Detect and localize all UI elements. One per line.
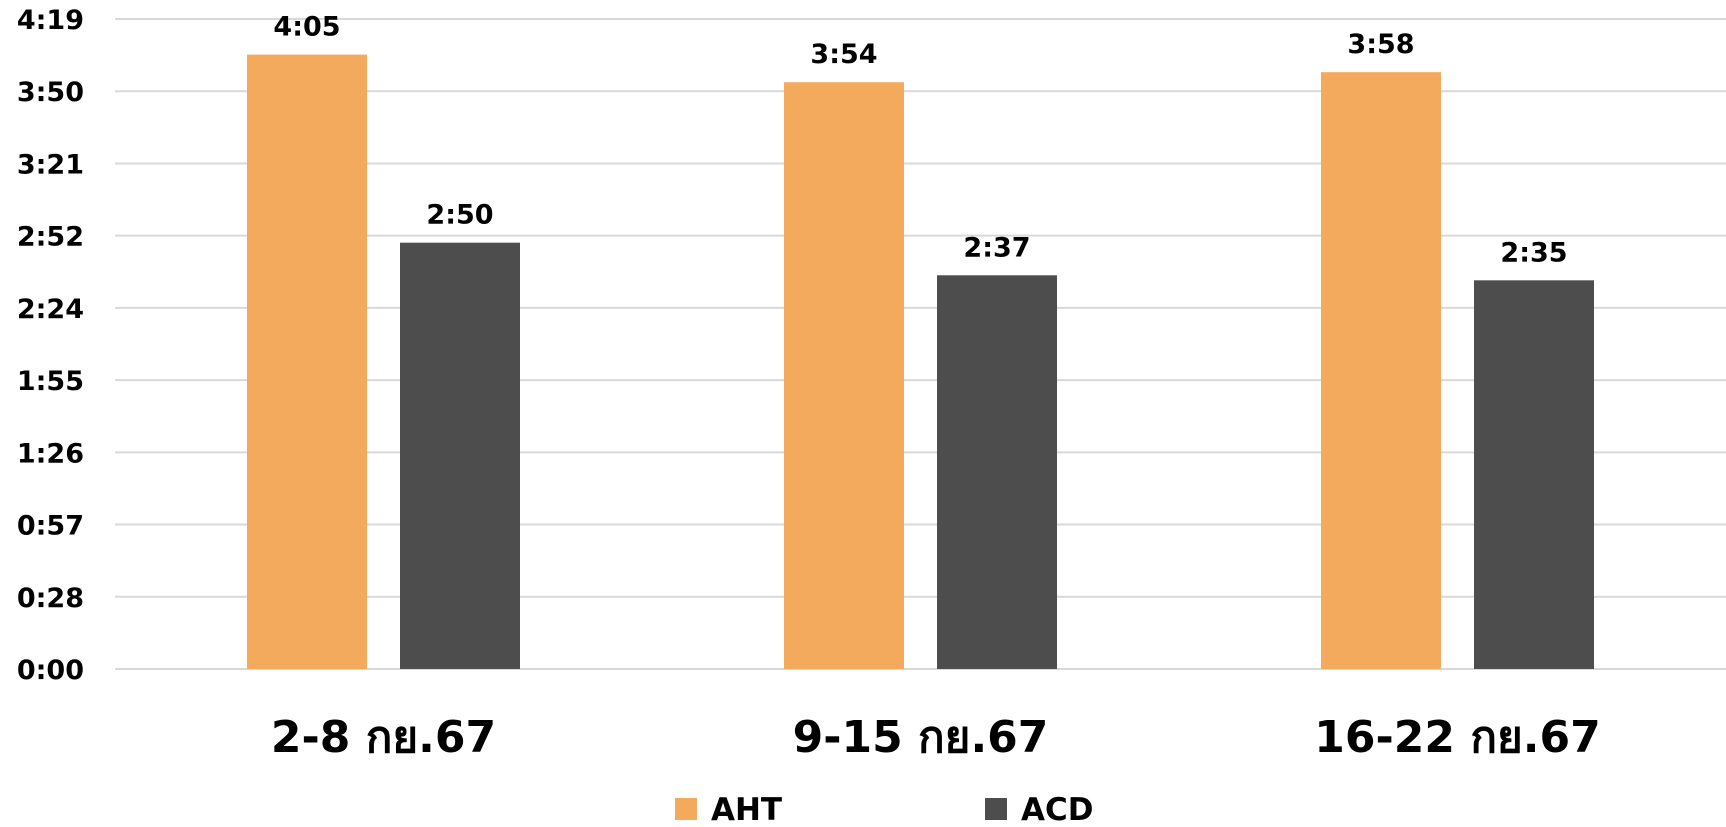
bar-aht-1: [784, 82, 904, 669]
data-label-aht-2: 3:58: [1347, 29, 1414, 60]
x-axis-category-labels: 2-8 กย.67 9-15 กย.67 16-22 กย.67: [271, 712, 1601, 763]
gridlines: [115, 18, 1726, 670]
bar-aht-2: [1321, 72, 1441, 670]
y-tick-label: 1:26: [17, 438, 84, 469]
category-label-2: 16-22 กย.67: [1314, 712, 1600, 763]
legend-label-aht: AHT: [711, 792, 782, 827]
y-tick-label: 0:57: [17, 511, 84, 542]
data-label-acd-1: 2:37: [963, 232, 1030, 263]
legend-swatch-aht: [675, 798, 697, 820]
legend-item-acd: ACD: [985, 792, 1093, 827]
legend: AHT ACD: [675, 792, 1093, 827]
data-label-acd-2: 2:35: [1500, 237, 1567, 268]
legend-item-aht: AHT: [675, 792, 782, 827]
bar-acd-0: [400, 242, 520, 669]
data-labels: 4:05 2:50 3:54 2:37 3:58 2:35: [273, 12, 1567, 269]
y-tick-label: 0:00: [17, 655, 84, 686]
y-axis-tick-labels: 0:00 0:28 0:57 1:26 1:55 2:24 2:52 3:21 3:50 4:19: [17, 5, 84, 686]
bar-acd-2: [1474, 280, 1594, 669]
y-tick-label: 0:28: [17, 583, 84, 614]
data-label-aht-0: 4:05: [273, 12, 340, 43]
legend-label-acd: ACD: [1021, 792, 1093, 827]
bars: [247, 54, 1594, 670]
category-label-1: 9-15 กย.67: [793, 712, 1049, 763]
y-tick-label: 3:50: [17, 77, 84, 108]
y-tick-label: 3:21: [17, 149, 84, 180]
data-label-acd-0: 2:50: [426, 200, 493, 231]
y-tick-label: 4:19: [17, 5, 84, 36]
y-tick-label: 2:52: [17, 222, 84, 253]
category-label-0: 2-8 กย.67: [271, 712, 496, 763]
y-tick-label: 2:24: [17, 294, 84, 325]
legend-swatch-acd: [985, 798, 1007, 820]
y-tick-label: 1:55: [17, 366, 84, 397]
bar-aht-0: [247, 54, 367, 670]
data-label-aht-1: 3:54: [810, 39, 877, 70]
bar-acd-1: [937, 275, 1057, 669]
